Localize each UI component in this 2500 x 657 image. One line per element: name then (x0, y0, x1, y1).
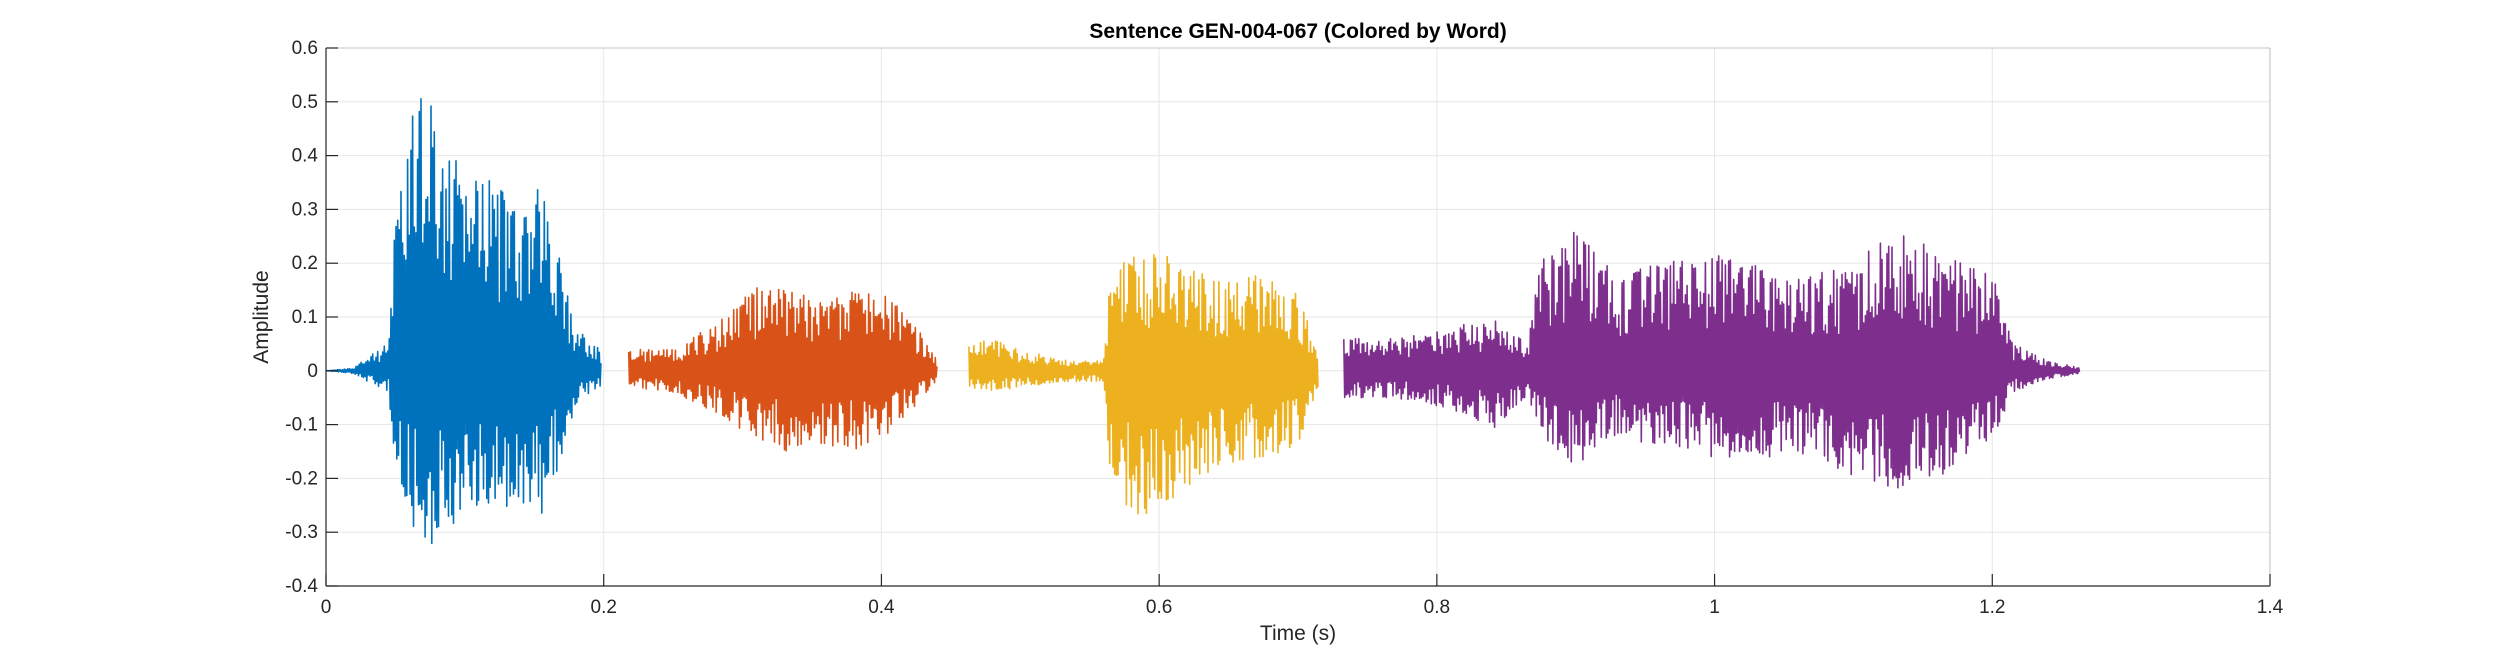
y-tick-label: -0.1 (285, 415, 318, 436)
word-segment-2-line (627, 287, 938, 452)
y-tick-label: -0.3 (285, 522, 318, 543)
word-segment-4-line (1343, 231, 2081, 489)
word-segment-3-line (968, 254, 1319, 515)
y-tick-label: -0.4 (285, 576, 318, 597)
x-tick-label: 0.6 (1146, 597, 1172, 618)
y-tick-label: 0.5 (292, 92, 318, 113)
series-layer (325, 98, 2081, 545)
x-tick-label: 0.4 (868, 597, 895, 618)
tick-labels: 0 0.2 0.4 0.6 0.8 1 1.2 1.4 -0.4 -0.3 -0.2 -0.1 0 0.1… (285, 38, 2283, 618)
x-tick-label: 1.4 (2257, 597, 2284, 618)
x-axis-label: Time (s) (1260, 622, 1336, 645)
y-tick-label: -0.2 (285, 468, 318, 489)
chart-title: Sentence GEN-004-067 (Colored by Word) (1089, 20, 1506, 43)
y-axis-label: Amplitude (250, 270, 273, 363)
x-tick-label: 1 (1709, 597, 1720, 618)
y-tick-label: 0.2 (292, 253, 318, 274)
y-tick-label: 0.6 (292, 38, 318, 59)
y-tick-label: 0.3 (292, 199, 318, 220)
x-tick-label: 0.2 (591, 597, 617, 618)
y-tick-label: 0.4 (292, 146, 319, 167)
y-tick-label: 0.1 (292, 307, 318, 328)
word-segment-1-line (325, 98, 602, 545)
x-tick-label: 0 (321, 597, 332, 618)
x-tick-label: 0.8 (1424, 597, 1450, 618)
y-tick-label: 0 (307, 361, 318, 382)
x-tick-label: 1.2 (1979, 597, 2005, 618)
